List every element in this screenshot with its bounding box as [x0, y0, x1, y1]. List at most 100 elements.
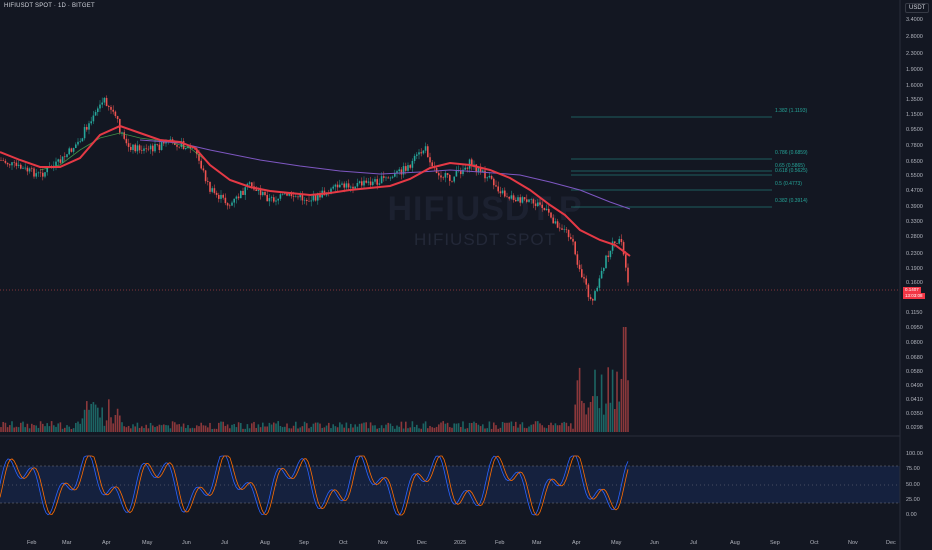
candle-body — [363, 180, 365, 186]
osc-tick: 50.00 — [906, 482, 920, 488]
candle-body — [31, 168, 33, 170]
candle-body — [567, 229, 570, 238]
volume-bar — [79, 423, 81, 432]
price-candles[interactable] — [0, 95, 629, 305]
candle-body — [343, 183, 345, 188]
time-tick: 2025 — [454, 540, 467, 546]
candle-body — [72, 148, 75, 152]
volume-bar — [50, 421, 53, 432]
candle-body — [453, 176, 455, 182]
volume-bar — [202, 425, 205, 432]
volume-bar — [59, 422, 62, 432]
price-tick: 0.0490 — [906, 383, 923, 389]
price-tick: 0.9500 — [906, 127, 923, 133]
candle-body — [26, 167, 29, 172]
volume-bar — [268, 422, 271, 432]
currency-button[interactable]: USDT — [905, 3, 930, 13]
candle-body — [33, 168, 35, 177]
candle-body — [460, 170, 462, 175]
volume-bar — [220, 421, 222, 432]
fib-label-065: 0.65 (0.5865) — [775, 163, 805, 169]
volume-bar — [576, 380, 579, 432]
candle-body — [387, 177, 389, 179]
candle-body — [552, 217, 554, 224]
volume-bar — [286, 423, 288, 432]
candle-body — [163, 141, 165, 144]
candle-body — [143, 148, 145, 151]
volume-bar — [499, 427, 502, 432]
candle-body — [581, 269, 583, 278]
volume-bar — [193, 428, 196, 432]
candle-body — [596, 287, 598, 292]
candle-body — [169, 139, 172, 141]
volume-bar — [429, 425, 431, 432]
candle-body — [572, 238, 574, 242]
time-tick: Dec — [886, 540, 896, 546]
volume-bar — [235, 427, 238, 432]
volume-bar — [308, 428, 310, 432]
candle-body — [594, 291, 596, 301]
candle-body — [180, 141, 183, 147]
osc-tick: 75.00 — [906, 466, 920, 472]
candle-body — [112, 109, 114, 112]
candle-body — [312, 194, 315, 201]
time-tick: Jul — [221, 540, 229, 546]
volume-bar — [420, 428, 422, 432]
candle-body — [88, 123, 90, 130]
candle-body — [554, 221, 557, 224]
volume-bar — [53, 425, 55, 432]
volume-bar — [152, 425, 154, 432]
volume-bar — [592, 396, 594, 432]
volume-bar — [614, 409, 616, 432]
volume-bar — [477, 424, 480, 432]
volume-bar — [363, 422, 365, 432]
volume-bar — [534, 421, 537, 432]
candle-body — [138, 145, 141, 151]
candle-body — [308, 200, 310, 202]
candle-body — [310, 200, 312, 202]
candle-body — [191, 147, 194, 149]
volume-bar — [251, 423, 253, 432]
price-tick: 0.7800 — [906, 143, 923, 149]
volume-bar — [462, 421, 464, 432]
candle-body — [497, 186, 499, 192]
candle-body — [592, 298, 594, 301]
candle-body — [396, 171, 398, 173]
candle-body — [407, 165, 409, 171]
volume-bar — [622, 327, 625, 432]
volume-bar — [55, 426, 57, 432]
candle-body — [185, 147, 187, 150]
volume-bar — [405, 421, 407, 432]
volume-bar — [176, 424, 178, 432]
volume-bar — [565, 422, 568, 432]
chart-symbol-title[interactable]: HIFIUSDT SPOT · 1D · BITGET — [4, 3, 95, 9]
price-tick: 0.2800 — [906, 234, 923, 240]
price-tick: 0.2300 — [906, 251, 923, 257]
volume-bar — [224, 425, 227, 432]
candle-body — [264, 192, 266, 195]
price-tick: 0.3300 — [906, 219, 923, 225]
candle-body — [504, 190, 506, 197]
volume-bar — [369, 422, 372, 432]
volume-bar — [605, 403, 607, 432]
candle-body — [409, 165, 411, 168]
volume-bar — [312, 423, 315, 432]
candle-body — [570, 237, 572, 239]
volume-bar — [413, 427, 416, 432]
volume-bar — [539, 423, 541, 432]
candle-body — [515, 199, 517, 202]
candle-body — [55, 161, 57, 166]
volume-bar — [110, 417, 112, 432]
fib-levels[interactable] — [571, 116, 772, 208]
volume-bar — [92, 402, 95, 432]
candle-body — [79, 141, 81, 142]
volume-bar — [561, 422, 563, 432]
candle-body — [229, 205, 231, 207]
candle-body — [427, 146, 429, 158]
volume-bar — [37, 427, 40, 432]
candle-body — [418, 152, 420, 155]
volume-bar — [625, 327, 627, 432]
volume-bar — [222, 421, 224, 432]
volume-bar — [453, 423, 455, 432]
